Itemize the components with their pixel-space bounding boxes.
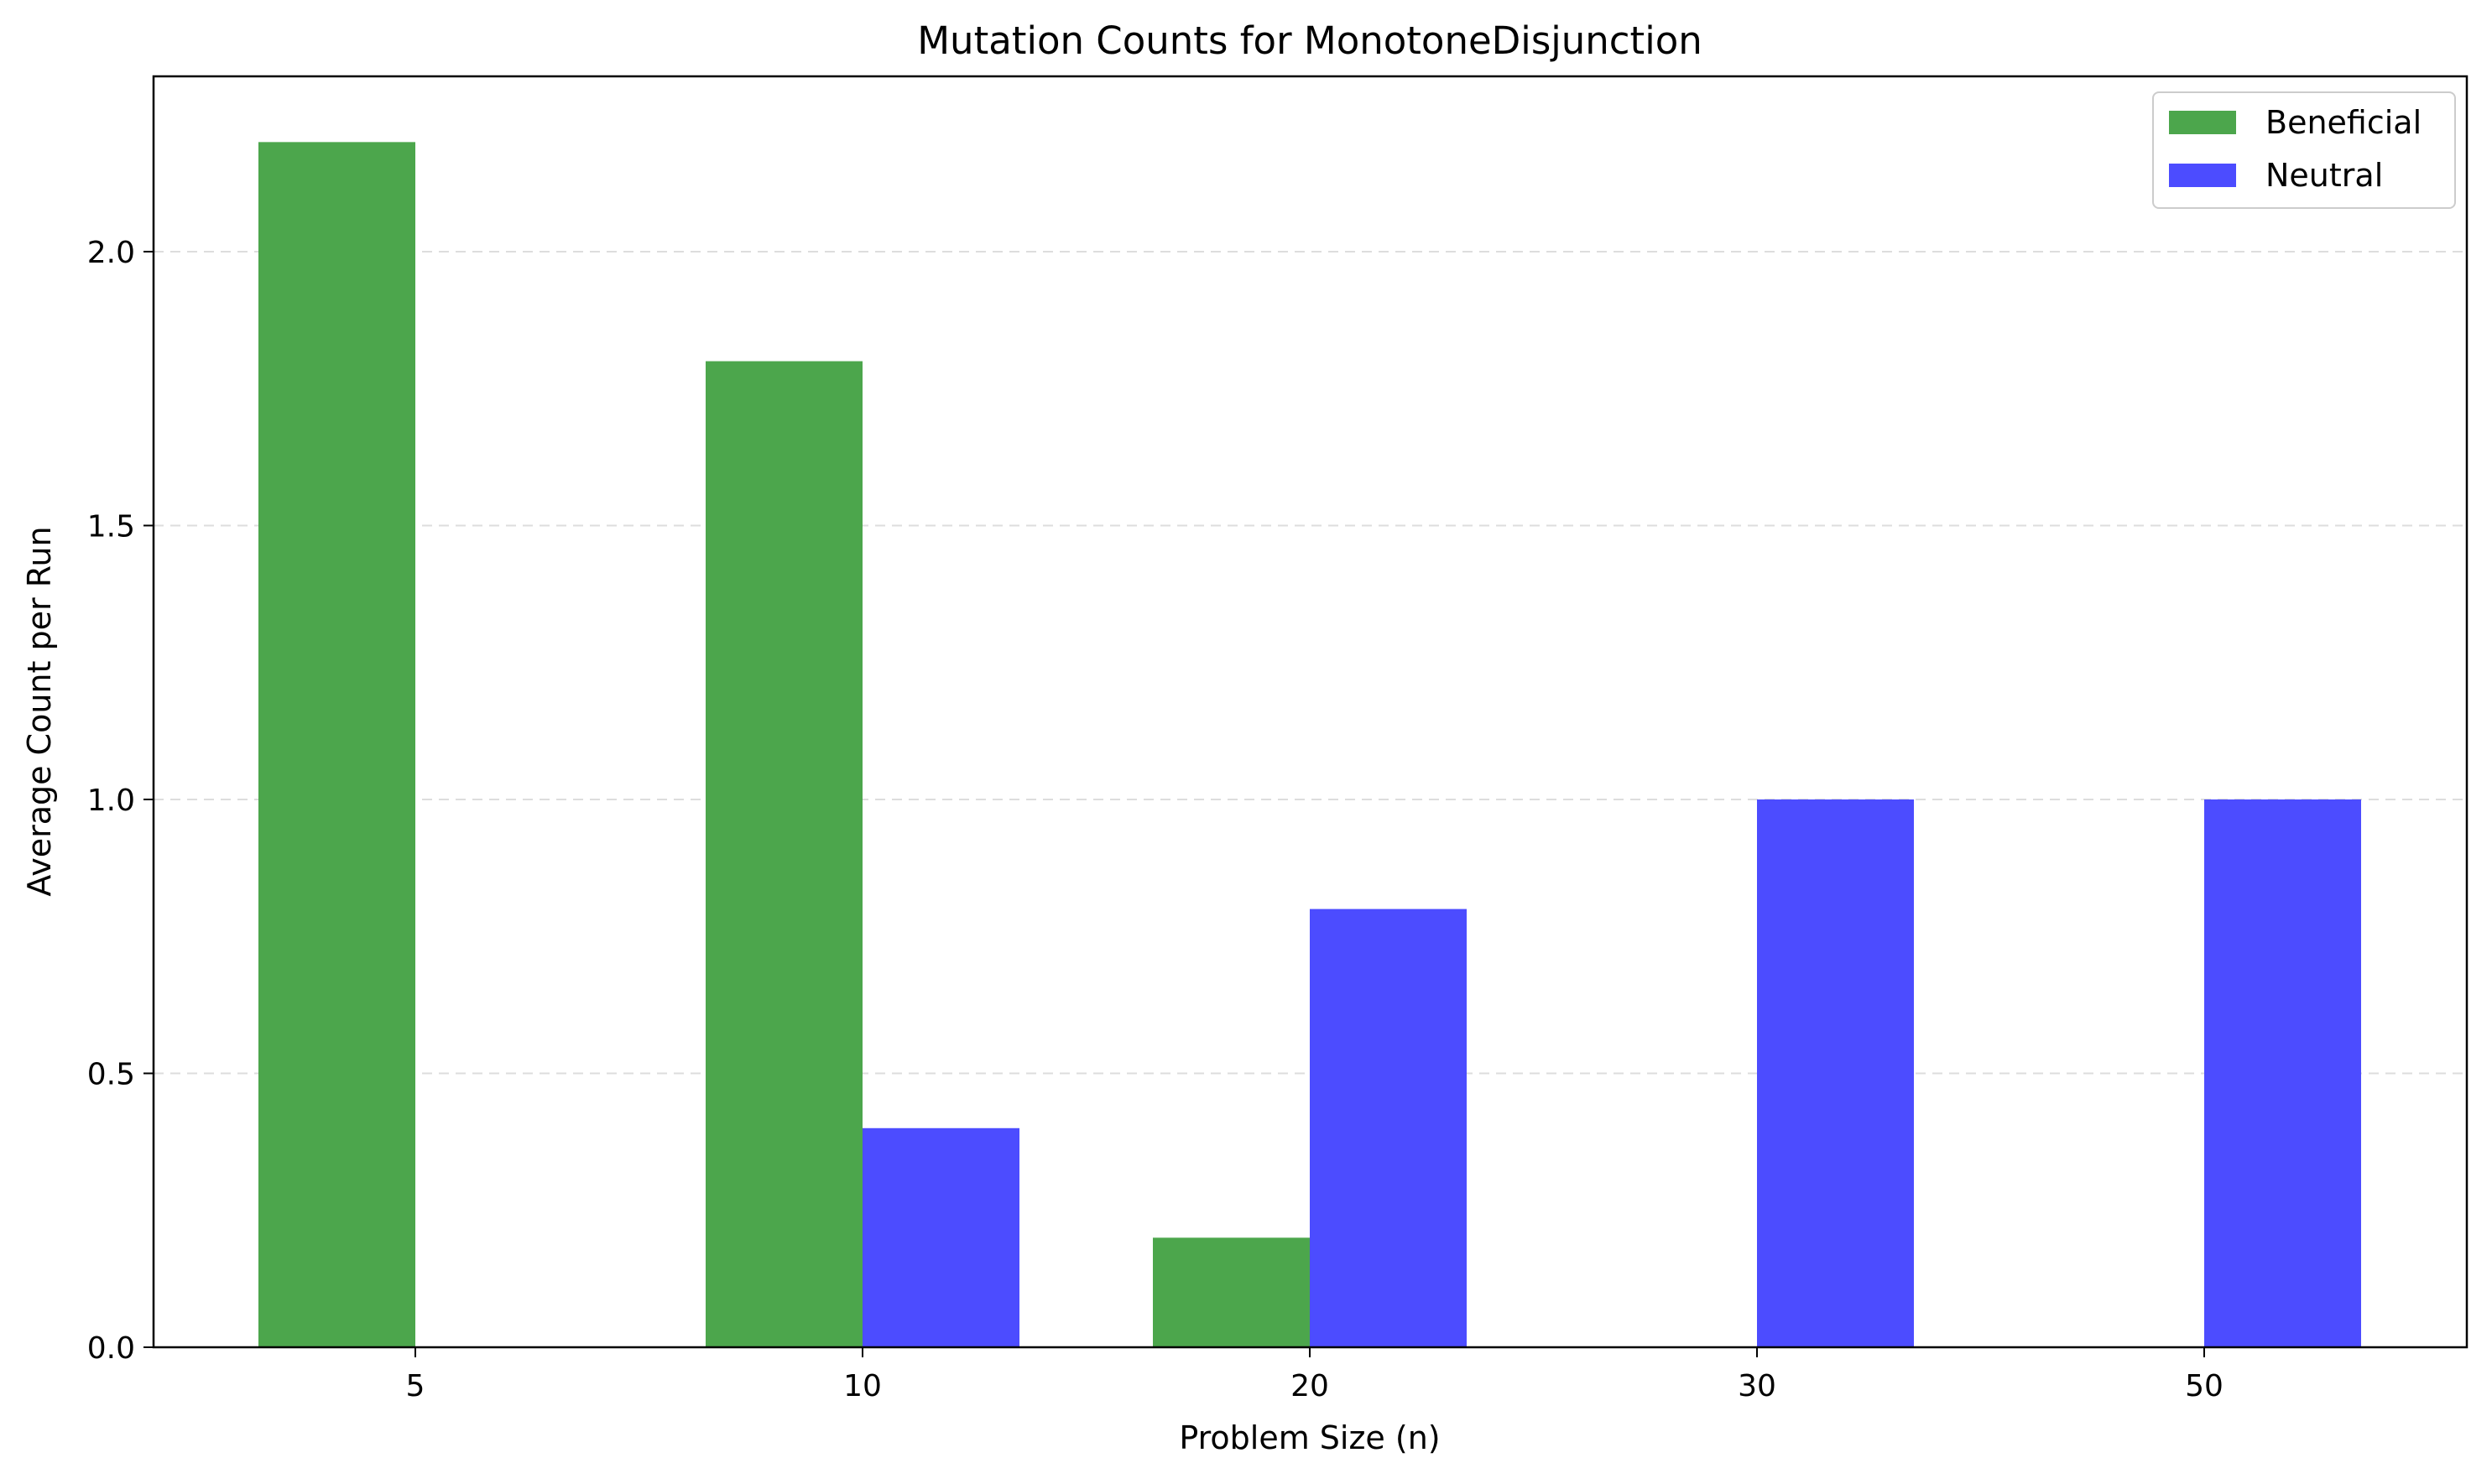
y-axis-label: Average Count per Run [21, 526, 58, 896]
legend-label-beneficial: Beneficial [2265, 104, 2422, 141]
legend-label-neutral: Neutral [2265, 157, 2383, 194]
bars [258, 142, 2361, 1348]
chart-title: Mutation Counts for MonotoneDisjunction [917, 18, 1702, 63]
bar-beneficial-10 [706, 361, 863, 1347]
y-axis: 0.0 0.5 1.0 1.5 2.0 [87, 236, 154, 1366]
legend-swatch-neutral [2169, 164, 2236, 187]
y-tick-label: 1.5 [87, 509, 135, 544]
x-tick-label: 5 [406, 1369, 425, 1403]
bar-neutral-30 [1757, 799, 1914, 1347]
x-axis-label: Problem Size (n) [1179, 1419, 1440, 1456]
x-tick-label: 30 [1738, 1369, 1776, 1403]
x-axis: 5 10 20 30 50 [406, 1347, 2224, 1403]
bar-neutral-10 [863, 1127, 1019, 1347]
bar-neutral-20 [1310, 909, 1467, 1347]
x-tick-label: 50 [2185, 1369, 2224, 1403]
legend: Beneficial Neutral [2152, 91, 2456, 209]
x-tick-label: 10 [843, 1369, 882, 1403]
y-tick-label: 0.5 [87, 1057, 135, 1091]
x-tick-label: 20 [1290, 1369, 1329, 1403]
y-tick-label: 2.0 [87, 236, 135, 270]
bar-beneficial-5 [258, 142, 415, 1348]
bar-beneficial-20 [1153, 1237, 1310, 1347]
y-tick-label: 1.0 [87, 784, 135, 818]
bar-neutral-50 [2204, 799, 2361, 1347]
legend-swatch-beneficial [2169, 111, 2236, 134]
y-tick-label: 0.0 [87, 1331, 135, 1366]
